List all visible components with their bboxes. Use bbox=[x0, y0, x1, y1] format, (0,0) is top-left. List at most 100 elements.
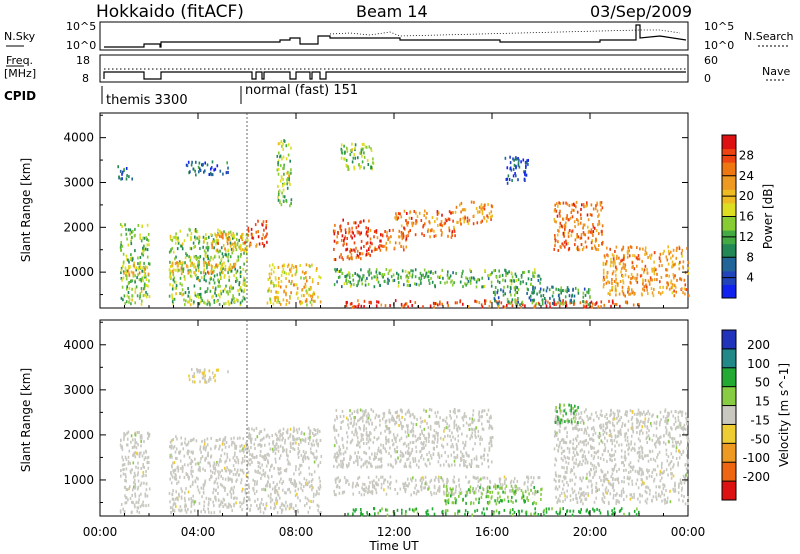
echo-cell bbox=[533, 500, 535, 504]
echo-cell bbox=[223, 274, 226, 278]
echo-cell bbox=[348, 231, 350, 235]
echo-cell bbox=[661, 290, 664, 294]
echo-cell bbox=[658, 291, 660, 294]
echo-cell bbox=[349, 153, 351, 157]
echo-cell bbox=[495, 300, 498, 304]
echo-cell bbox=[210, 455, 212, 459]
echo-cell bbox=[435, 302, 438, 306]
echo-cell bbox=[444, 435, 446, 439]
echo-cell bbox=[340, 459, 342, 463]
echo-cell bbox=[407, 280, 410, 284]
echo-cell bbox=[288, 272, 290, 276]
echo-cell bbox=[504, 156, 507, 160]
echo-cell bbox=[559, 221, 562, 225]
echo-cell bbox=[273, 507, 275, 511]
echo-cell bbox=[261, 488, 263, 491]
echo-cell bbox=[451, 279, 453, 283]
echo-cell bbox=[449, 414, 451, 418]
echo-cell bbox=[428, 450, 431, 454]
echo-cell bbox=[469, 490, 471, 494]
echo-cell bbox=[184, 291, 187, 295]
echo-cell bbox=[591, 246, 593, 250]
echo-cell bbox=[121, 177, 123, 181]
echo-cell bbox=[134, 482, 136, 486]
echo-cell bbox=[231, 242, 233, 246]
echo-cell bbox=[177, 239, 179, 243]
echo-cell bbox=[387, 438, 390, 442]
echo-cell bbox=[385, 424, 387, 428]
echo-cell bbox=[198, 295, 200, 299]
echo-cell bbox=[538, 303, 541, 306]
echo-cell bbox=[169, 265, 172, 268]
echo-cell bbox=[171, 239, 173, 242]
echo-cell bbox=[293, 428, 296, 432]
echo-cell bbox=[513, 477, 516, 481]
echo-cell bbox=[203, 269, 205, 273]
echo-cell bbox=[633, 267, 636, 271]
echo-cell bbox=[243, 496, 246, 500]
echo-cell bbox=[210, 173, 213, 177]
echo-cell bbox=[276, 434, 278, 438]
echo-cell bbox=[625, 410, 627, 414]
echo-cell bbox=[405, 451, 407, 455]
echo-cell bbox=[682, 265, 684, 269]
echo-cell bbox=[282, 142, 284, 146]
echo-cell bbox=[436, 432, 439, 436]
echo-cell bbox=[220, 276, 222, 279]
echo-cell bbox=[400, 458, 402, 462]
echo-cell bbox=[624, 263, 627, 267]
echo-cell bbox=[376, 483, 378, 487]
echo-cell bbox=[221, 484, 223, 488]
echo-cell bbox=[548, 288, 551, 292]
echo-cell bbox=[245, 492, 247, 496]
echo-cell bbox=[507, 499, 510, 503]
echo-cell bbox=[230, 247, 233, 251]
echo-cell bbox=[307, 436, 310, 440]
echo-cell bbox=[220, 474, 222, 478]
echo-cell bbox=[288, 507, 291, 511]
echo-cell bbox=[308, 293, 310, 297]
echo-cell bbox=[530, 283, 532, 286]
echo-cell bbox=[470, 427, 473, 431]
echo-cell bbox=[243, 459, 246, 463]
echo-cell bbox=[177, 241, 180, 245]
echo-cell bbox=[272, 302, 275, 306]
echo-cell bbox=[407, 305, 409, 309]
echo-cell bbox=[225, 253, 228, 257]
echo-cell bbox=[532, 271, 534, 275]
echo-cell bbox=[489, 215, 492, 219]
echo-cell bbox=[235, 473, 237, 477]
echo-cell bbox=[394, 422, 396, 426]
echo-cell bbox=[206, 302, 208, 306]
echo-cell bbox=[267, 480, 269, 484]
echo-cell bbox=[220, 235, 223, 239]
echo-cell bbox=[598, 232, 600, 236]
echo-cell bbox=[204, 479, 207, 483]
echo-cell bbox=[602, 499, 604, 503]
echo-cell bbox=[277, 172, 280, 176]
echo-cell bbox=[407, 449, 409, 453]
echo-cell bbox=[442, 479, 444, 483]
echo-cell bbox=[270, 272, 273, 276]
echo-cell bbox=[675, 290, 677, 294]
echo-cell bbox=[146, 494, 149, 498]
noise-strip-frame bbox=[99, 21, 689, 51]
echo-cell bbox=[410, 477, 412, 481]
echo-cell bbox=[290, 502, 293, 506]
noise-left-tick-bottom: 10^0 bbox=[66, 39, 96, 52]
echo-cell bbox=[224, 488, 226, 492]
echo-cell bbox=[234, 444, 236, 448]
echo-cell bbox=[375, 268, 378, 272]
echo-cell bbox=[350, 149, 352, 152]
echo-cell bbox=[140, 467, 142, 470]
echo-cell bbox=[406, 212, 408, 215]
echo-cell bbox=[615, 273, 617, 277]
echo-cell bbox=[490, 284, 493, 288]
echo-cell bbox=[225, 459, 228, 463]
echo-cell bbox=[467, 280, 470, 283]
echo-cell bbox=[444, 221, 447, 225]
echo-cell bbox=[304, 439, 307, 443]
echo-cell bbox=[181, 442, 183, 446]
echo-cell bbox=[251, 236, 253, 240]
echo-cell bbox=[451, 463, 453, 467]
